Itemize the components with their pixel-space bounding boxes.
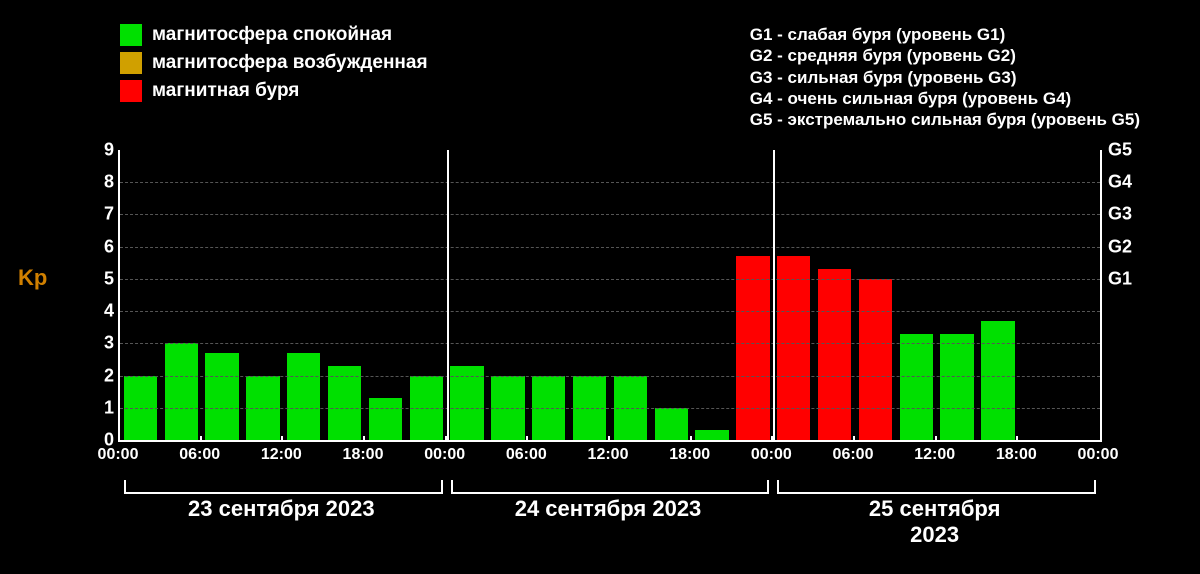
kp-bar — [369, 398, 402, 440]
chart-header: магнитосфера спокойная магнитосфера возбу… — [120, 24, 1140, 134]
day-separator — [447, 150, 449, 440]
kp-bar — [165, 343, 198, 440]
kp-bar — [859, 279, 892, 440]
y-tick: 6 — [84, 236, 120, 257]
day-bracket — [124, 480, 443, 494]
day-labels: 23 сентября 202324 сентября 202325 сентя… — [118, 480, 1098, 530]
x-tick: 06:00 — [506, 446, 547, 464]
y-tick: 8 — [84, 172, 120, 193]
kp-bar — [940, 334, 973, 440]
gridline — [120, 214, 1100, 215]
legend-left: магнитосфера спокойная магнитосфера возбу… — [120, 24, 428, 108]
kp-bar — [328, 366, 361, 440]
kp-bar — [981, 321, 1014, 440]
gridline — [120, 343, 1100, 344]
x-tick-mark — [853, 436, 855, 442]
day-label: 24 сентября 2023 — [515, 496, 702, 522]
x-tick-mark — [608, 436, 610, 442]
kp-bar — [900, 334, 933, 440]
legend-swatch — [120, 24, 142, 46]
kp-bar — [777, 256, 810, 440]
x-tick: 06:00 — [179, 446, 220, 464]
kp-bar — [736, 256, 769, 440]
kp-bar — [287, 353, 320, 440]
g-scale-line: G5 - экстремально сильная буря (уровень … — [750, 109, 1140, 130]
g-tick: G4 — [1100, 172, 1132, 193]
legend-swatch — [120, 80, 142, 102]
x-tick: 00:00 — [1078, 446, 1119, 464]
x-tick: 06:00 — [833, 446, 874, 464]
kp-bar — [655, 408, 688, 440]
x-tick-mark — [200, 436, 202, 442]
kp-bar — [695, 430, 728, 440]
kp-chart: Kp 0123456789G1G2G3G4G5 00:0006:0012:001… — [78, 150, 1138, 470]
y-tick: 7 — [84, 204, 120, 225]
x-tick: 18:00 — [343, 446, 384, 464]
x-tick-mark — [935, 436, 937, 442]
x-tick-mark — [690, 436, 692, 442]
x-tick: 12:00 — [588, 446, 629, 464]
y-axis-label: Kp — [18, 265, 47, 291]
x-tick: 00:00 — [424, 446, 465, 464]
gridline — [120, 311, 1100, 312]
g-scale-line: G1 - слабая буря (уровень G1) — [750, 24, 1140, 45]
x-tick: 18:00 — [669, 446, 710, 464]
y-tick: 2 — [84, 365, 120, 386]
x-tick-mark — [281, 436, 283, 442]
y-tick: 3 — [84, 333, 120, 354]
kp-bar — [450, 366, 483, 440]
x-tick: 12:00 — [261, 446, 302, 464]
gridline — [120, 182, 1100, 183]
y-tick: 5 — [84, 268, 120, 289]
x-tick: 18:00 — [996, 446, 1037, 464]
gridline — [120, 376, 1100, 377]
day-bracket — [451, 480, 770, 494]
bars-container — [120, 150, 1100, 440]
day-label: 25 сентября 2023 — [853, 496, 1016, 548]
x-tick-mark — [118, 436, 120, 442]
x-tick-mark — [363, 436, 365, 442]
g-tick: G2 — [1100, 236, 1132, 257]
day-bracket — [777, 480, 1096, 494]
legend-label: магнитосфера спокойная — [152, 24, 392, 46]
legend-swatch — [120, 52, 142, 74]
g-scale-line: G2 - средняя буря (уровень G2) — [750, 45, 1140, 66]
y-tick: 1 — [84, 397, 120, 418]
g-scale-line: G4 - очень сильная буря (уровень G4) — [750, 88, 1140, 109]
g-scale-key: G1 - слабая буря (уровень G1)G2 - средня… — [750, 24, 1140, 130]
legend-label: магнитная буря — [152, 80, 299, 102]
y-tick: 4 — [84, 301, 120, 322]
x-tick: 12:00 — [914, 446, 955, 464]
g-tick: G3 — [1100, 204, 1132, 225]
kp-bar — [205, 353, 238, 440]
legend-item: магнитосфера возбужденная — [120, 52, 428, 74]
gridline — [120, 247, 1100, 248]
x-tick: 00:00 — [751, 446, 792, 464]
x-tick-mark — [526, 436, 528, 442]
x-tick-mark — [445, 436, 447, 442]
x-tick-mark — [771, 436, 773, 442]
gridline — [120, 279, 1100, 280]
legend-item: магнитосфера спокойная — [120, 24, 428, 46]
g-scale-line: G3 - сильная буря (уровень G3) — [750, 67, 1140, 88]
legend-label: магнитосфера возбужденная — [152, 52, 428, 74]
x-tick: 00:00 — [98, 446, 139, 464]
g-tick: G5 — [1100, 140, 1132, 161]
g-tick: G1 — [1100, 268, 1132, 289]
plot-area: 0123456789G1G2G3G4G5 — [118, 150, 1102, 442]
gridline — [120, 408, 1100, 409]
y-tick: 9 — [84, 140, 120, 161]
kp-bar — [818, 269, 851, 440]
legend-item: магнитная буря — [120, 80, 428, 102]
day-separator — [773, 150, 775, 440]
day-label: 23 сентября 2023 — [188, 496, 375, 522]
x-tick-mark — [1016, 436, 1018, 442]
